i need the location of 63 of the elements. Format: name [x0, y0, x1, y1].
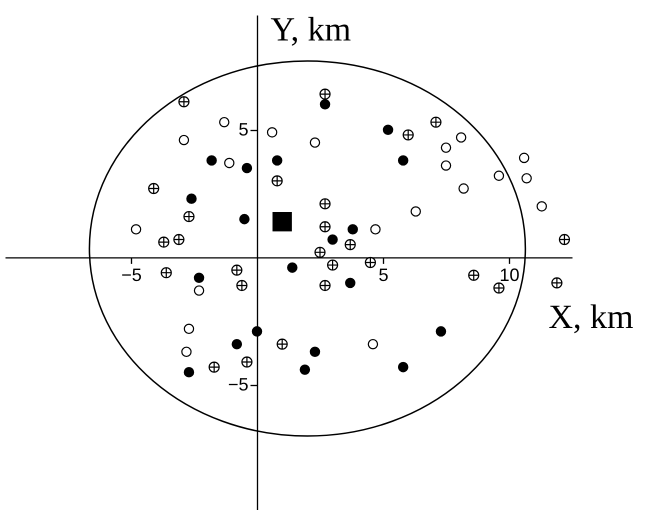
x-axis-title: X, km — [548, 298, 634, 336]
point — [239, 214, 250, 224]
point — [319, 280, 331, 292]
point — [368, 338, 378, 350]
point — [440, 142, 452, 153]
point — [468, 270, 480, 281]
point — [272, 155, 282, 166]
point — [178, 134, 190, 146]
point — [184, 367, 194, 378]
point — [458, 183, 469, 194]
point — [184, 324, 194, 334]
point — [402, 129, 414, 141]
point — [521, 173, 532, 184]
point — [320, 99, 330, 110]
point — [440, 160, 452, 171]
point — [327, 234, 338, 245]
point — [231, 264, 242, 276]
point — [494, 170, 504, 181]
point — [436, 326, 446, 337]
point — [344, 239, 356, 250]
point — [160, 267, 172, 278]
point — [456, 132, 466, 143]
point — [232, 338, 242, 350]
point — [181, 346, 192, 358]
point — [536, 201, 547, 212]
point — [310, 137, 320, 148]
point — [345, 278, 356, 288]
point — [194, 285, 204, 296]
point — [178, 96, 190, 108]
point — [410, 206, 421, 217]
x-tick-label: −5 — [121, 264, 142, 285]
point — [194, 272, 204, 284]
point — [219, 116, 230, 128]
point — [252, 326, 262, 337]
point — [319, 198, 331, 210]
y-axis-title: Y, km — [270, 12, 352, 48]
point — [382, 124, 394, 136]
point — [300, 364, 310, 375]
point — [173, 234, 184, 246]
point — [287, 262, 298, 273]
point — [272, 212, 292, 232]
point — [186, 194, 197, 204]
point — [518, 152, 530, 164]
point — [348, 224, 358, 235]
point — [319, 221, 331, 232]
point — [158, 236, 170, 248]
point — [224, 158, 234, 168]
point — [398, 362, 408, 372]
point — [130, 224, 142, 235]
point — [148, 182, 160, 194]
point — [206, 155, 217, 166]
point — [370, 224, 381, 235]
x-tick-label: 5 — [378, 264, 389, 285]
x-tick-label: 10 — [499, 264, 520, 285]
point — [314, 246, 326, 258]
point — [310, 346, 320, 358]
point — [398, 155, 408, 166]
point — [551, 277, 562, 289]
point — [266, 127, 278, 138]
point — [272, 175, 283, 186]
point — [430, 116, 442, 128]
point — [242, 162, 252, 174]
point — [208, 362, 220, 373]
